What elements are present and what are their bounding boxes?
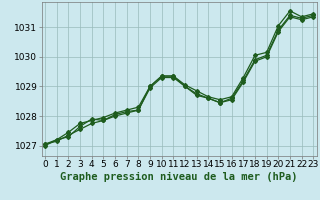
X-axis label: Graphe pression niveau de la mer (hPa): Graphe pression niveau de la mer (hPa): [60, 172, 298, 182]
